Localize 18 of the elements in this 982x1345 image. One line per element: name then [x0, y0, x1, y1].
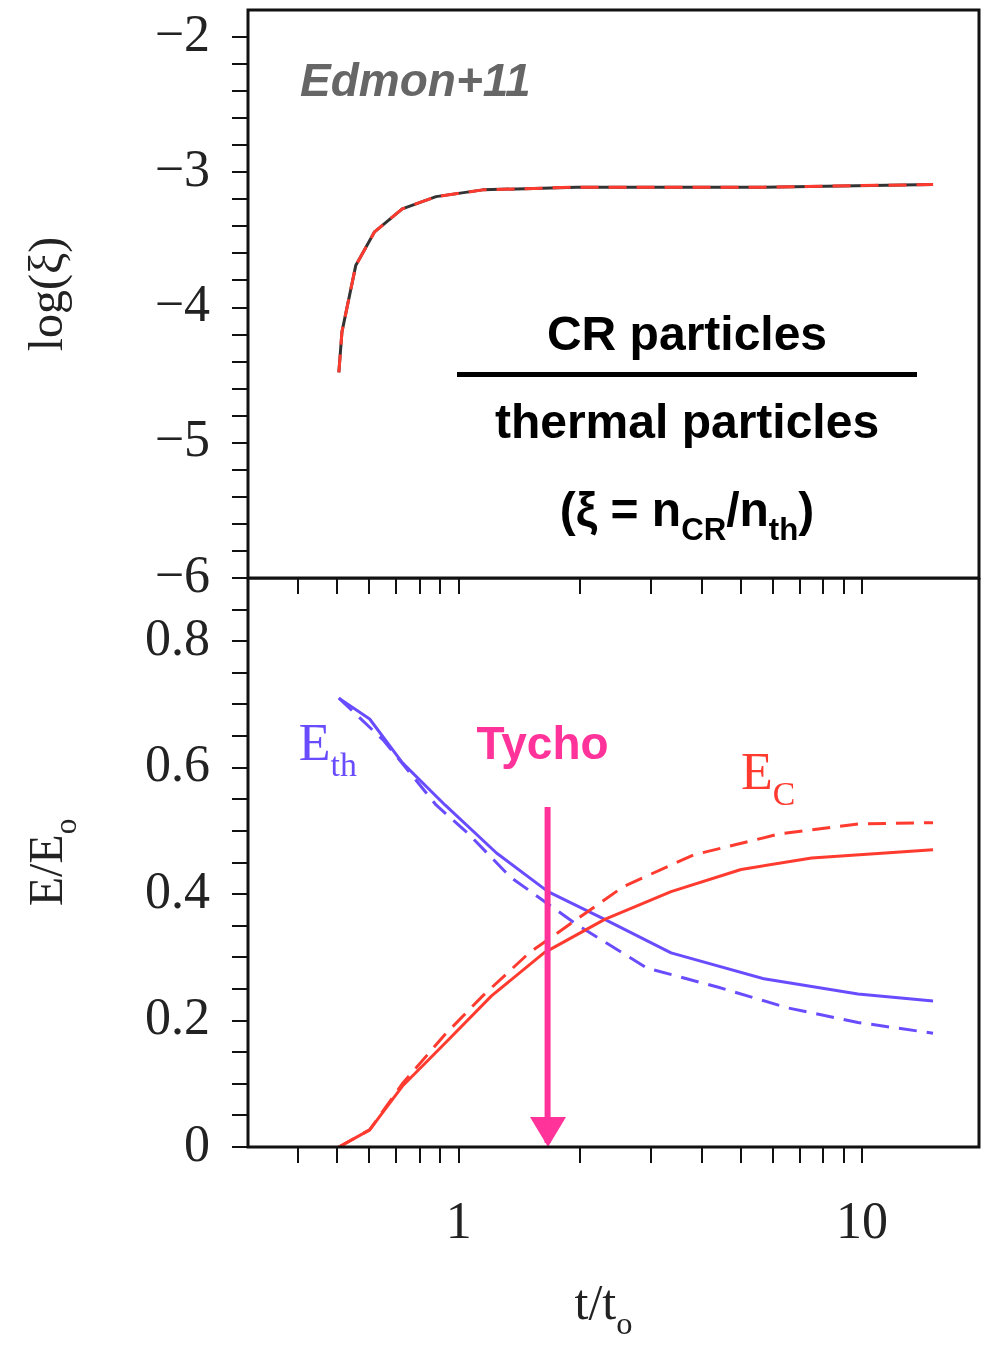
y-axis-title: log(ξ): [19, 236, 73, 352]
x-tick-label: 1: [445, 1191, 472, 1249]
y-tick-label: 0.2: [145, 988, 210, 1046]
y-tick-label: 0.8: [145, 608, 210, 666]
annotation: Edmon+11: [300, 54, 531, 106]
y-axis-title: E/Eo: [19, 818, 84, 907]
annotation: CR particles: [546, 307, 828, 360]
y-tick-label: 0.4: [145, 861, 210, 919]
y-tick-label: −3: [154, 139, 210, 197]
y-tick-label: −6: [154, 545, 210, 603]
y-tick-label: −5: [154, 410, 210, 468]
y-tick-label: 0.6: [145, 735, 210, 793]
y-tick-label: 0: [184, 1114, 210, 1172]
annotation: thermal particles: [494, 395, 880, 448]
y-tick-label: −2: [154, 4, 210, 62]
ref-line-label: Tycho: [476, 717, 609, 769]
y-tick-label: −4: [154, 275, 210, 333]
x-tick-label: 10: [836, 1191, 889, 1249]
